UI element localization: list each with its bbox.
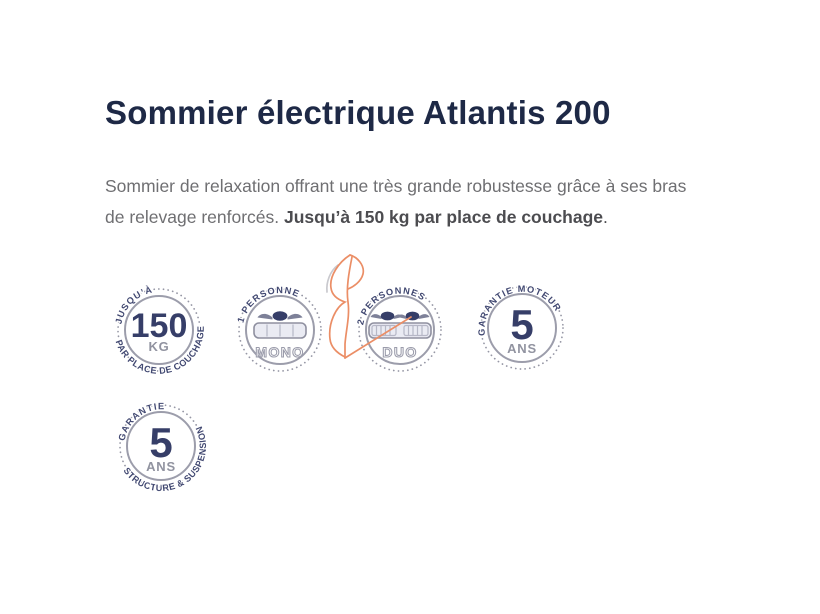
single-bed-badge-icon: 1 PERSONNE MONO	[234, 284, 322, 372]
motor-warranty-badge-icon: GARANTIE MOTEUR 5 ANS	[475, 283, 564, 370]
badge2-label: MONO	[255, 344, 304, 360]
description-line1: Sommier de relaxation offrant une très g…	[105, 176, 687, 196]
structure-warranty-badge-icon: GARANTIE STRUCTURE & SUSPENSION 5 ANS	[115, 400, 209, 494]
badge5-unit: ANS	[146, 459, 176, 474]
badge-weight-capacity: JUSQU’À PAR PLACE DE COUCHAGE 150 KG	[101, 272, 217, 388]
page-title: Sommier électrique Atlantis 200	[105, 94, 611, 131]
badge1-unit: KG	[148, 339, 169, 354]
badge-structure-warranty: GARANTIE STRUCTURE & SUSPENSION 5 ANS	[103, 388, 219, 504]
badge4-value: 5	[510, 301, 533, 348]
weight-capacity-badge-icon: JUSQU’À PAR PLACE DE COUCHAGE 150 KG	[112, 282, 206, 377]
scribble-decoration	[326, 254, 412, 359]
description-bold: Jusqu’à 150 kg par place de couchage	[284, 207, 604, 227]
badge-two-persons: 2 PERSONNES DUO	[342, 272, 458, 388]
badge5-value: 5	[149, 419, 172, 466]
description-suffix: .	[603, 207, 608, 227]
badge-one-person: 1 PERSONNE MONO	[222, 272, 338, 388]
product-description: Sommier de relaxation offrant une très g…	[105, 171, 745, 233]
badge3-label: DUO	[382, 344, 417, 360]
badge-motor-warranty: GARANTIE MOTEUR 5 ANS	[464, 270, 580, 386]
single-bed-icon	[253, 311, 307, 339]
description-line2: de relevage renforcés.	[105, 207, 284, 227]
badge4-unit: ANS	[507, 341, 537, 356]
badge1-value: 150	[131, 307, 188, 345]
double-bed-badge-icon: 2 PERSONNES DUO	[354, 284, 442, 372]
